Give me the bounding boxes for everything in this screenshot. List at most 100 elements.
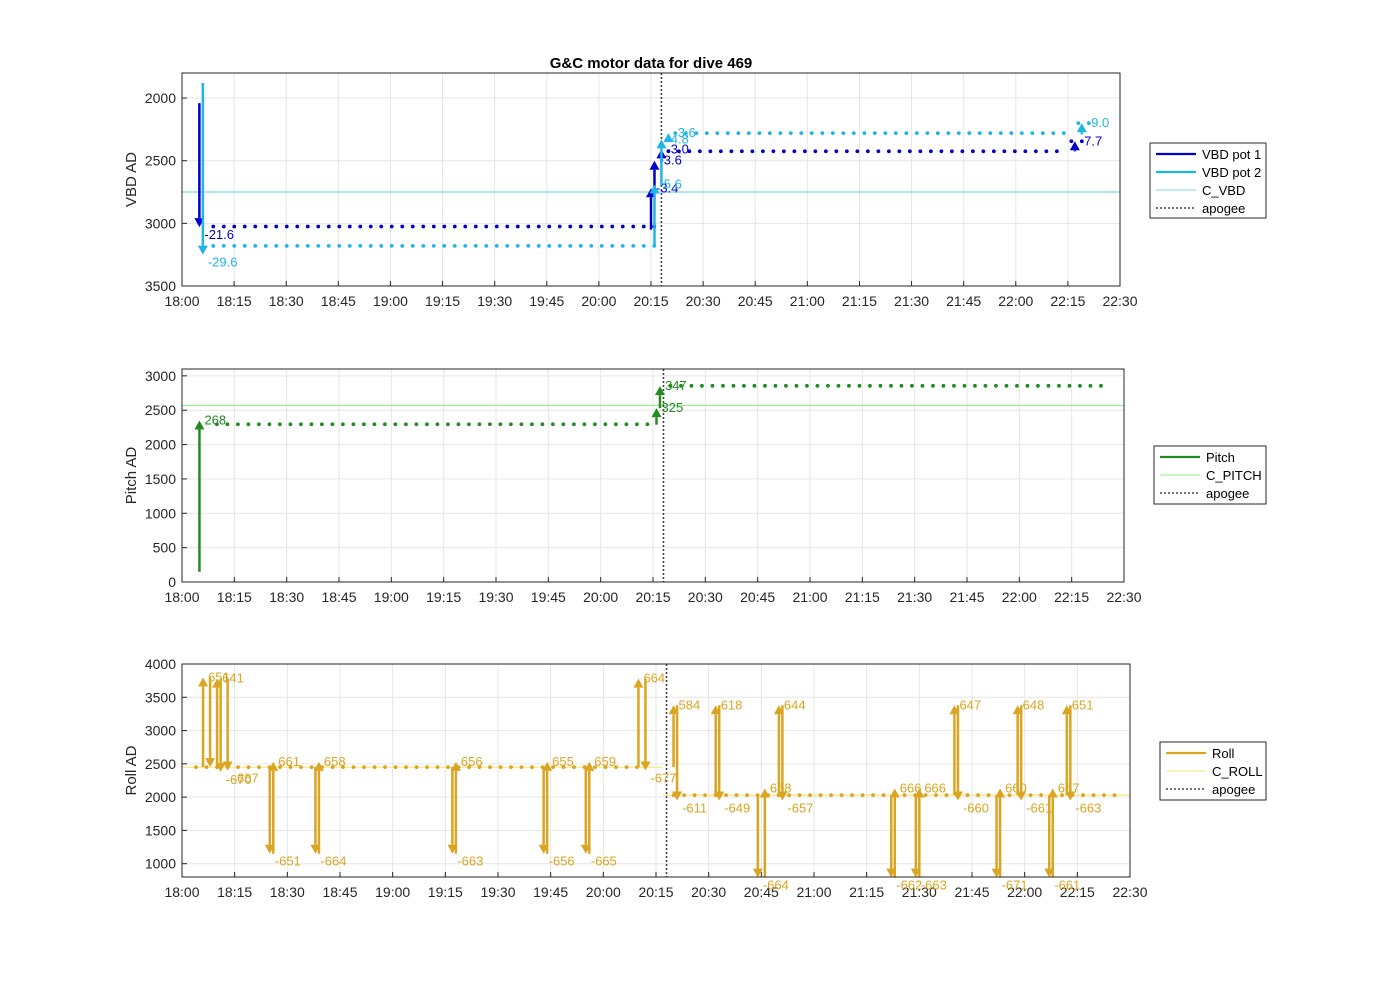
data-point xyxy=(631,224,636,229)
data-point xyxy=(631,244,636,248)
data-point xyxy=(445,422,450,427)
data-point xyxy=(668,383,673,388)
arrow-label: 325 xyxy=(661,400,683,415)
data-point xyxy=(1007,793,1012,798)
data-point xyxy=(589,244,594,248)
x-tick-label: 18:45 xyxy=(321,589,356,605)
data-point xyxy=(1069,139,1074,144)
data-point xyxy=(484,224,489,229)
data-point xyxy=(1079,139,1084,144)
data-point xyxy=(813,149,818,154)
data-point xyxy=(358,244,363,248)
x-tick-label: 21:15 xyxy=(842,293,877,309)
y-tick-label: 500 xyxy=(153,540,177,556)
arrow-head xyxy=(633,678,644,688)
data-point xyxy=(288,422,293,427)
data-point xyxy=(809,131,814,136)
data-point xyxy=(572,765,576,770)
arrow-head xyxy=(222,761,233,771)
arrow-head xyxy=(995,788,1006,798)
data-point xyxy=(792,149,797,154)
data-point xyxy=(403,422,408,427)
data-point xyxy=(1081,793,1085,798)
arrow-label: -663 xyxy=(457,854,483,869)
data-point xyxy=(920,383,925,388)
data-point xyxy=(547,224,552,229)
data-point xyxy=(1078,383,1082,388)
data-point xyxy=(473,224,478,229)
y-tick-label: 3000 xyxy=(145,368,176,384)
x-tick-label: 22:30 xyxy=(1112,884,1147,900)
arrow-head xyxy=(649,184,660,194)
data-point xyxy=(771,149,776,154)
y-axis-label: VBD AD xyxy=(123,152,140,207)
arrow-head xyxy=(889,788,900,798)
arrow-label: 666 xyxy=(900,780,922,795)
data-point xyxy=(718,149,723,154)
data-point xyxy=(988,131,993,136)
data-point xyxy=(876,149,881,154)
arrow-label: -649 xyxy=(724,800,750,815)
data-point xyxy=(505,224,510,229)
data-point xyxy=(221,244,226,248)
arrow-label: -660 xyxy=(963,800,989,815)
data-point xyxy=(235,422,240,427)
data-point xyxy=(1028,793,1033,798)
data-point xyxy=(274,244,279,248)
data-point xyxy=(368,224,373,229)
data-point xyxy=(477,422,482,427)
arrow-label: -670 xyxy=(226,772,252,787)
data-point xyxy=(904,131,909,136)
data-point xyxy=(1057,383,1061,388)
y-tick-label: 2000 xyxy=(145,789,176,805)
data-point xyxy=(494,244,499,248)
data-point xyxy=(592,422,597,427)
data-point xyxy=(739,149,744,154)
x-tick-label: 20:45 xyxy=(744,884,779,900)
data-point xyxy=(509,765,513,770)
data-point xyxy=(841,131,846,136)
data-point xyxy=(865,149,870,154)
arrow-head xyxy=(194,420,205,430)
data-point xyxy=(389,244,394,248)
arrow-label: 651 xyxy=(208,669,230,684)
arrow-head xyxy=(205,758,216,768)
data-point xyxy=(277,422,282,427)
x-tick-label: 19:00 xyxy=(374,589,409,605)
data-point xyxy=(991,149,996,154)
data-point xyxy=(994,383,998,388)
x-tick-label: 22:00 xyxy=(1007,884,1042,900)
data-point xyxy=(404,765,408,770)
data-point xyxy=(582,422,587,427)
data-point xyxy=(624,422,629,427)
axes-box xyxy=(181,72,1121,287)
data-point xyxy=(382,422,387,427)
arrow-head xyxy=(197,245,208,255)
data-point xyxy=(267,422,272,427)
arrow-label: -3.0 xyxy=(666,141,688,156)
data-point xyxy=(488,765,492,770)
legend-box xyxy=(1149,142,1267,219)
data-point xyxy=(578,244,583,248)
data-point xyxy=(389,224,394,229)
data-point xyxy=(910,383,914,388)
arrow-label: 268 xyxy=(204,413,226,428)
data-point xyxy=(745,793,749,798)
data-point xyxy=(973,383,977,388)
data-point xyxy=(703,793,707,798)
data-point xyxy=(983,383,988,388)
pitch-panel: 18:00 18:15 18:30 18:45 19:00 19:15 19:30 19:45… xyxy=(123,368,1267,605)
data-point xyxy=(603,765,608,770)
data-point xyxy=(362,765,366,770)
data-point xyxy=(463,244,468,248)
data-point xyxy=(435,422,440,427)
data-point xyxy=(829,793,833,798)
x-tick-label: 18:00 xyxy=(164,589,199,605)
data-point xyxy=(931,383,935,388)
data-point xyxy=(949,149,954,154)
data-point xyxy=(400,244,405,248)
data-point xyxy=(326,224,331,229)
data-point xyxy=(682,793,686,798)
data-point xyxy=(452,224,457,229)
y-axis-label: Pitch AD xyxy=(123,447,140,505)
